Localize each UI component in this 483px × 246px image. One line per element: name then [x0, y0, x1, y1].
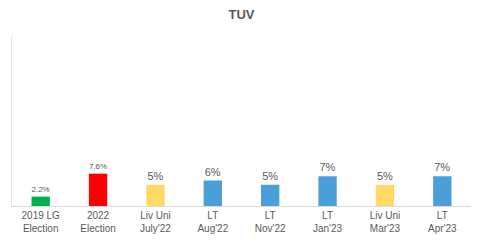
- svg-text:LTNov'22: LTNov'22: [255, 210, 286, 234]
- svg-text:LTAug'22: LTAug'22: [197, 210, 228, 234]
- svg-text:5%: 5%: [147, 170, 163, 182]
- svg-text:6%: 6%: [205, 166, 221, 178]
- svg-text:2019 LGElection: 2019 LGElection: [22, 210, 61, 234]
- svg-text:7.6%: 7.6%: [89, 162, 107, 171]
- svg-text:5%: 5%: [377, 170, 393, 182]
- svg-text:7%: 7%: [434, 161, 450, 173]
- svg-text:2022Election: 2022Election: [80, 210, 116, 234]
- svg-text:Liv UniJuly'22: Liv UniJuly'22: [140, 210, 171, 234]
- svg-text:TUV: TUV: [229, 7, 255, 22]
- svg-text:LTJan'23: LTJan'23: [313, 210, 343, 234]
- svg-text:Liv UniMar'23: Liv UniMar'23: [370, 210, 401, 234]
- svg-text:7%: 7%: [320, 161, 336, 173]
- svg-text:LTApr'23: LTApr'23: [428, 210, 457, 234]
- svg-text:2.2%: 2.2%: [32, 185, 50, 194]
- svg-text:5%: 5%: [262, 170, 278, 182]
